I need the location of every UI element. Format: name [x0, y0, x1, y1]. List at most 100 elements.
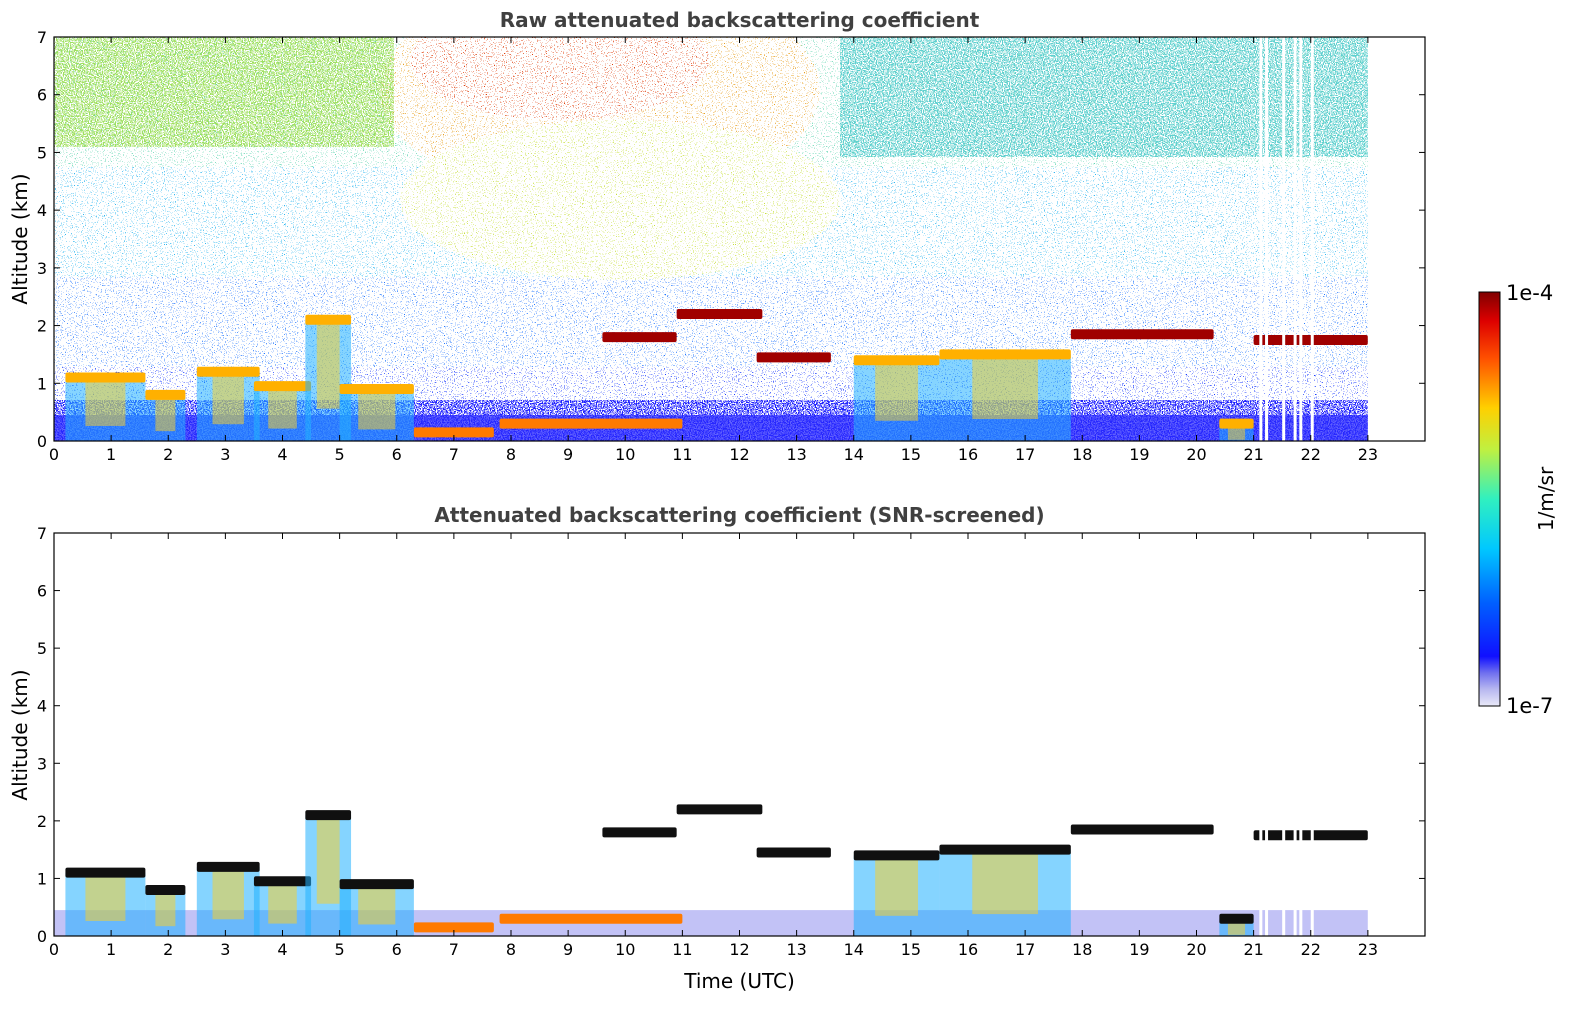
screened-boundary-layer-layer [413, 922, 494, 933]
raw-y-tick-label: 1 [37, 374, 47, 393]
screened-precip-core [212, 870, 244, 920]
raw-cloud-base-layer [196, 366, 260, 377]
raw-y-tick-label: 5 [37, 143, 47, 162]
screened-missing-profile [1299, 533, 1303, 936]
raw-cloud-base-layer [305, 314, 352, 325]
screened-axes: 0 1 2 3 4 5 6 7 8 9 10 11 12 13 14 15 16 17 18 19 20 21 22 2301… [37, 524, 1425, 959]
raw-x-tick-label: 15 [901, 445, 921, 464]
raw-x-tick-label: 10 [615, 445, 635, 464]
screened-precip-core [358, 888, 396, 925]
screened-x-tick-label: 1 [106, 940, 116, 959]
raw-elevated-layer-layer [756, 352, 831, 363]
raw-panel-title: Raw attenuated backscattering coefficien… [500, 8, 980, 32]
screened-x-tick-label: 14 [844, 940, 864, 959]
screened-x-tick-label: 5 [335, 940, 345, 959]
raw-y-tick-label: 7 [37, 28, 47, 47]
colorbar-min-label: 1e-7 [1506, 694, 1553, 718]
raw-heatmap-image [54, 37, 1425, 441]
raw-x-tick-label: 1 [106, 445, 116, 464]
colorbar: 1e-4 1e-7 1/m/sr [1478, 281, 1558, 718]
screened-x-tick-label: 7 [449, 940, 459, 959]
screened-x-tick-label: 16 [958, 940, 978, 959]
screened-precip-core [316, 819, 340, 904]
raw-x-tick-label: 16 [958, 445, 978, 464]
raw-missing-profile [1282, 37, 1286, 441]
colorbar-max-label: 1e-4 [1506, 281, 1553, 305]
raw-y-tick-label: 6 [37, 86, 47, 105]
screened-no-data-region [1367, 533, 1425, 936]
raw-x-tick-label: 8 [506, 445, 516, 464]
raw-x-tick-label: 20 [1186, 445, 1206, 464]
raw-elevated-layer-layer [602, 332, 677, 343]
raw-cloud-base-layer [145, 389, 186, 400]
screened-heatmap-image [54, 533, 1425, 936]
screened-x-tick-label: 10 [615, 940, 635, 959]
raw-y-tick-label: 3 [37, 259, 47, 278]
screened-x-tick-label: 22 [1301, 940, 1321, 959]
raw-precip-core [155, 398, 176, 432]
raw-cloud-base-layer [853, 355, 940, 366]
raw-elevated-layer-layer [676, 309, 763, 320]
screened-y-tick-label: 5 [37, 639, 47, 658]
x-axis-label: Time (UTC) [683, 969, 795, 993]
screened-x-tick-label: 9 [563, 940, 573, 959]
screened-y-tick-label: 1 [37, 869, 47, 888]
screened-cloud-base-layer [305, 810, 352, 821]
raw-x-tick-label: 4 [277, 445, 287, 464]
screened-precip-core [268, 885, 297, 924]
screened-elevated-layer-layer [756, 847, 831, 858]
raw-missing-profile [1265, 37, 1269, 441]
screened-precip-core [972, 853, 1038, 915]
screened-x-tick-label: 23 [1358, 940, 1378, 959]
raw-x-tick-label: 17 [1015, 445, 1035, 464]
raw-y-axis-label: Altitude (km) [8, 173, 32, 304]
raw-missing-profile [1299, 37, 1303, 441]
raw-axes: 0 1 2 3 4 5 6 7 8 9 10 11 12 13 14 15 16 17 18 19 20 21 22 2301… [37, 28, 1425, 464]
screened-y-axis-label: Altitude (km) [8, 669, 32, 800]
screened-cloud-base-layer [339, 879, 414, 890]
raw-x-tick-label: 22 [1301, 445, 1321, 464]
raw-x-tick-label: 11 [672, 445, 692, 464]
raw-cloud-base-layer [339, 384, 414, 395]
raw-x-tick-label: 5 [335, 445, 345, 464]
screened-x-tick-label: 20 [1186, 940, 1206, 959]
screened-missing-profiles [1259, 533, 1314, 936]
screened-panel-title: Attenuated backscattering coefficient (S… [434, 503, 1044, 527]
raw-precip-core [316, 323, 340, 409]
raw-missing-profiles [1259, 37, 1314, 441]
raw-noise-field [54, 37, 1369, 441]
screened-y-tick-label: 6 [37, 582, 47, 601]
screened-x-tick-label: 17 [1015, 940, 1035, 959]
screened-x-tick-label: 13 [786, 940, 806, 959]
screened-missing-profile [1293, 533, 1297, 936]
raw-precip-core [875, 364, 919, 421]
raw-precip-core [1227, 427, 1246, 440]
screened-layer-features [54, 533, 1425, 936]
screened-x-tick-label: 15 [901, 940, 921, 959]
raw-cloud-base-layer [253, 381, 312, 392]
screened-missing-profile [1282, 533, 1286, 936]
raw-y-tick-label: 0 [37, 432, 47, 451]
screened-cloud-base-layer [145, 884, 186, 895]
raw-precip-core [268, 390, 297, 429]
raw-cloud-base-layer [65, 372, 146, 383]
screened-missing-profile [1265, 533, 1269, 936]
screened-cloud-base-layer [939, 844, 1071, 855]
raw-precip-core [85, 381, 126, 426]
screened-x-tick-label: 11 [672, 940, 692, 959]
raw-precip-core [358, 393, 396, 430]
screened-x-tick-label: 12 [729, 940, 749, 959]
raw-x-tick-label: 19 [1129, 445, 1149, 464]
screened-x-tick-label: 6 [392, 940, 402, 959]
screened-missing-profile [1259, 533, 1263, 936]
raw-missing-profile [1310, 37, 1314, 441]
screened-precip-core [1227, 922, 1246, 935]
screened-x-tick-label: 4 [277, 940, 287, 959]
raw-x-tick-label: 14 [844, 445, 864, 464]
screened-x-tick-label: 18 [1072, 940, 1092, 959]
raw-backscatter-panel: Raw attenuated backscattering coefficien… [8, 8, 1426, 464]
screened-y-tick-label: 7 [37, 524, 47, 543]
screened-y-tick-label: 3 [37, 754, 47, 773]
raw-x-tick-label: 2 [163, 445, 173, 464]
